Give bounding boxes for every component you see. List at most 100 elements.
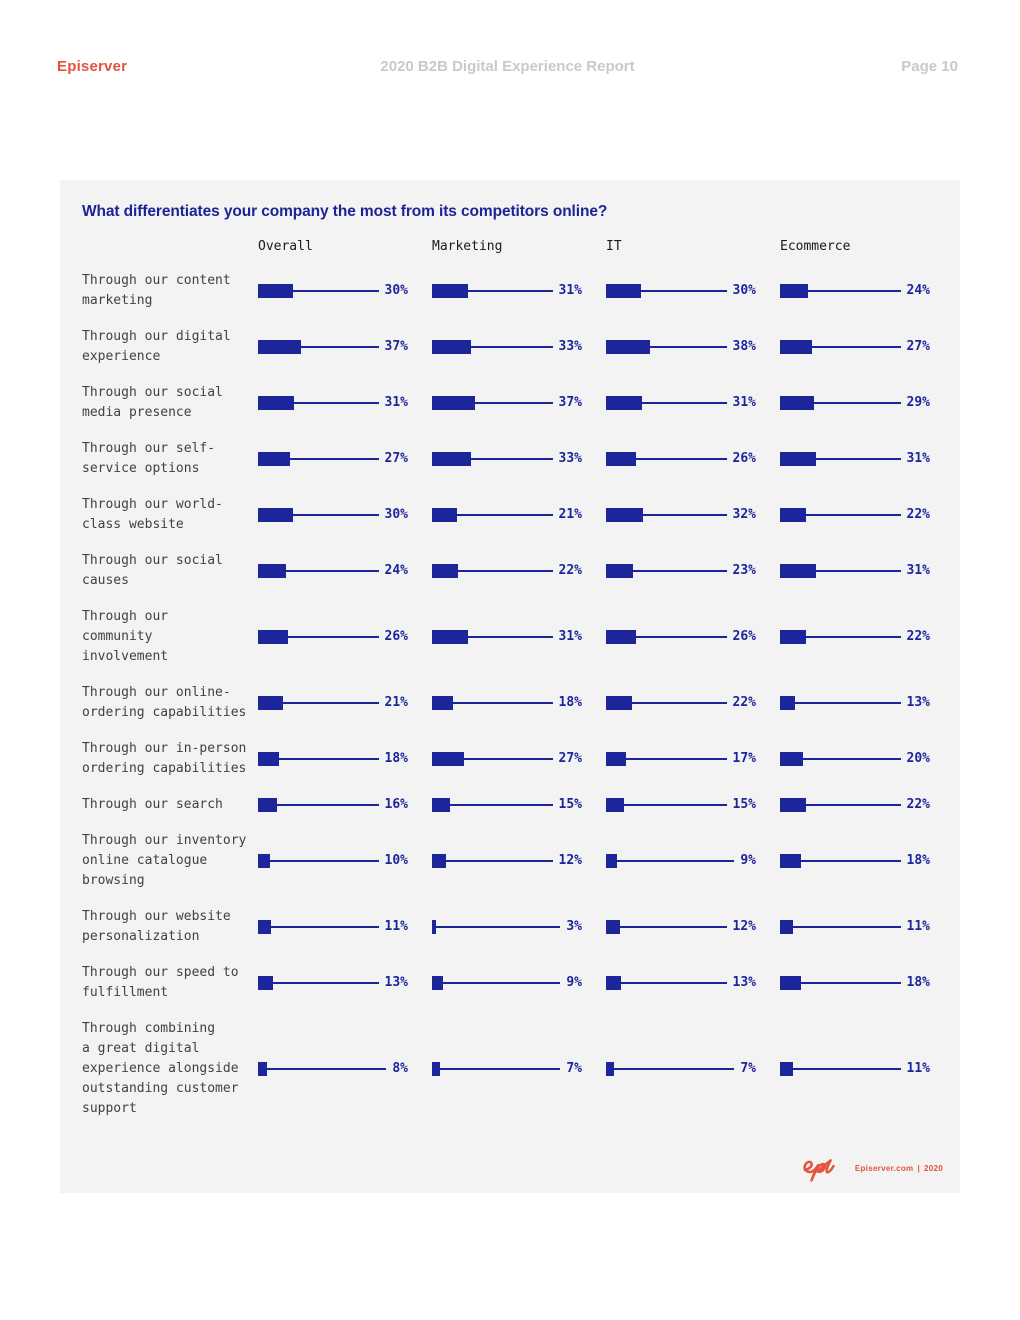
bar	[780, 920, 793, 934]
connector-line	[468, 290, 553, 292]
connector-line	[793, 926, 901, 928]
connector-line	[443, 982, 561, 984]
bar	[258, 854, 270, 868]
connector-line	[806, 514, 901, 516]
bar	[606, 798, 624, 812]
bar	[258, 340, 301, 354]
page-number: Page 10	[901, 58, 958, 75]
value-label: 24%	[384, 563, 408, 578]
chart-cell-ecommerce: 29%	[780, 396, 930, 410]
chart-cell-overall: 31%	[258, 396, 408, 410]
connector-line	[457, 514, 553, 516]
value-label: 10%	[384, 853, 408, 868]
connector-line	[803, 758, 901, 760]
bar	[432, 976, 443, 990]
bar-track	[432, 1062, 561, 1076]
bar-track	[432, 854, 553, 868]
epi-logo-icon	[803, 1159, 835, 1182]
value-label: 3%	[566, 919, 582, 934]
connector-line	[806, 636, 901, 638]
chart-cell-overall: 30%	[258, 284, 408, 298]
bar	[258, 920, 271, 934]
bar	[432, 396, 475, 410]
bar-track	[258, 854, 379, 868]
chart-row: Through our social media presence 31% 37% 3…	[82, 375, 930, 431]
value-label: 32%	[732, 507, 756, 522]
connector-line	[633, 570, 727, 572]
value-label: 22%	[558, 563, 582, 578]
chart-row: Through our content marketing 30% 31% 30% 24…	[82, 263, 930, 319]
chart-row: Through our search 16% 15% 15% 22%	[82, 787, 930, 823]
bar-track	[258, 340, 379, 354]
connector-line	[290, 458, 379, 460]
chart-cell-overall: 13%	[258, 976, 408, 990]
chart-cell-marketing: 3%	[432, 920, 582, 934]
bar	[432, 696, 453, 710]
connector-line	[641, 290, 727, 292]
connector-line	[816, 570, 901, 572]
row-label: Through our world- class website	[82, 497, 223, 532]
bar	[780, 1062, 793, 1076]
value-label: 20%	[906, 751, 930, 766]
bar	[432, 752, 464, 766]
bar-track	[432, 508, 553, 522]
bar	[258, 696, 283, 710]
value-label: 31%	[906, 563, 930, 578]
bar	[432, 1062, 440, 1076]
bar	[780, 396, 814, 410]
bar	[258, 396, 294, 410]
value-label: 7%	[740, 1061, 756, 1076]
value-label: 18%	[906, 853, 930, 868]
bar-track	[780, 452, 901, 466]
chart-cell-it: 7%	[606, 1062, 756, 1076]
chart-cell-overall: 18%	[258, 752, 408, 766]
bar-track	[606, 696, 727, 710]
bar	[258, 508, 293, 522]
bar-track	[606, 798, 727, 812]
value-label: 7%	[566, 1061, 582, 1076]
bar-track	[258, 630, 379, 644]
column-header-it: IT	[606, 239, 622, 254]
chart-cell-it: 17%	[606, 752, 756, 766]
row-label: Through our content marketing	[82, 273, 231, 308]
bar	[606, 564, 633, 578]
value-label: 9%	[566, 975, 582, 990]
footer-text: Episerver.com | 2020	[855, 1164, 943, 1173]
chart-cell-marketing: 31%	[432, 284, 582, 298]
chart-cell-it: 38%	[606, 340, 756, 354]
value-label: 21%	[384, 695, 408, 710]
chart-row: Through our website personalization 11% 3%…	[82, 899, 930, 955]
chart-cell-marketing: 37%	[432, 396, 582, 410]
connector-line	[806, 804, 901, 806]
bar-track	[432, 630, 553, 644]
footer-separator: |	[917, 1163, 920, 1173]
connector-line	[277, 804, 379, 806]
row-label: Through combining a great digital experi…	[82, 1021, 239, 1116]
chart-row: Through our self- service options 27% 33% 2…	[82, 431, 930, 487]
chart-cell-it: 32%	[606, 508, 756, 522]
bar-track	[780, 630, 901, 644]
connector-line	[283, 702, 379, 704]
value-label: 31%	[558, 629, 582, 644]
chart-cell-marketing: 27%	[432, 752, 582, 766]
connector-line	[620, 926, 727, 928]
connector-line	[453, 702, 553, 704]
value-label: 13%	[732, 975, 756, 990]
bar-track	[780, 976, 901, 990]
connector-line	[301, 346, 379, 348]
bar-track	[780, 396, 901, 410]
bar-track	[432, 976, 561, 990]
bar-track	[258, 508, 379, 522]
value-label: 38%	[732, 339, 756, 354]
value-label: 15%	[558, 797, 582, 812]
bar	[432, 508, 457, 522]
row-label: Through our community involvement	[82, 609, 169, 664]
bar-track	[780, 340, 901, 354]
bar-track	[606, 508, 727, 522]
bar-track	[606, 854, 735, 868]
chart-rows: Through our content marketing 30% 31% 30% 24…	[82, 263, 930, 1127]
page-header: Episerver 2020 B2B Digital Experience Re…	[57, 58, 958, 78]
bar-track	[606, 284, 727, 298]
chart-cell-overall: 24%	[258, 564, 408, 578]
connector-line	[273, 982, 379, 984]
